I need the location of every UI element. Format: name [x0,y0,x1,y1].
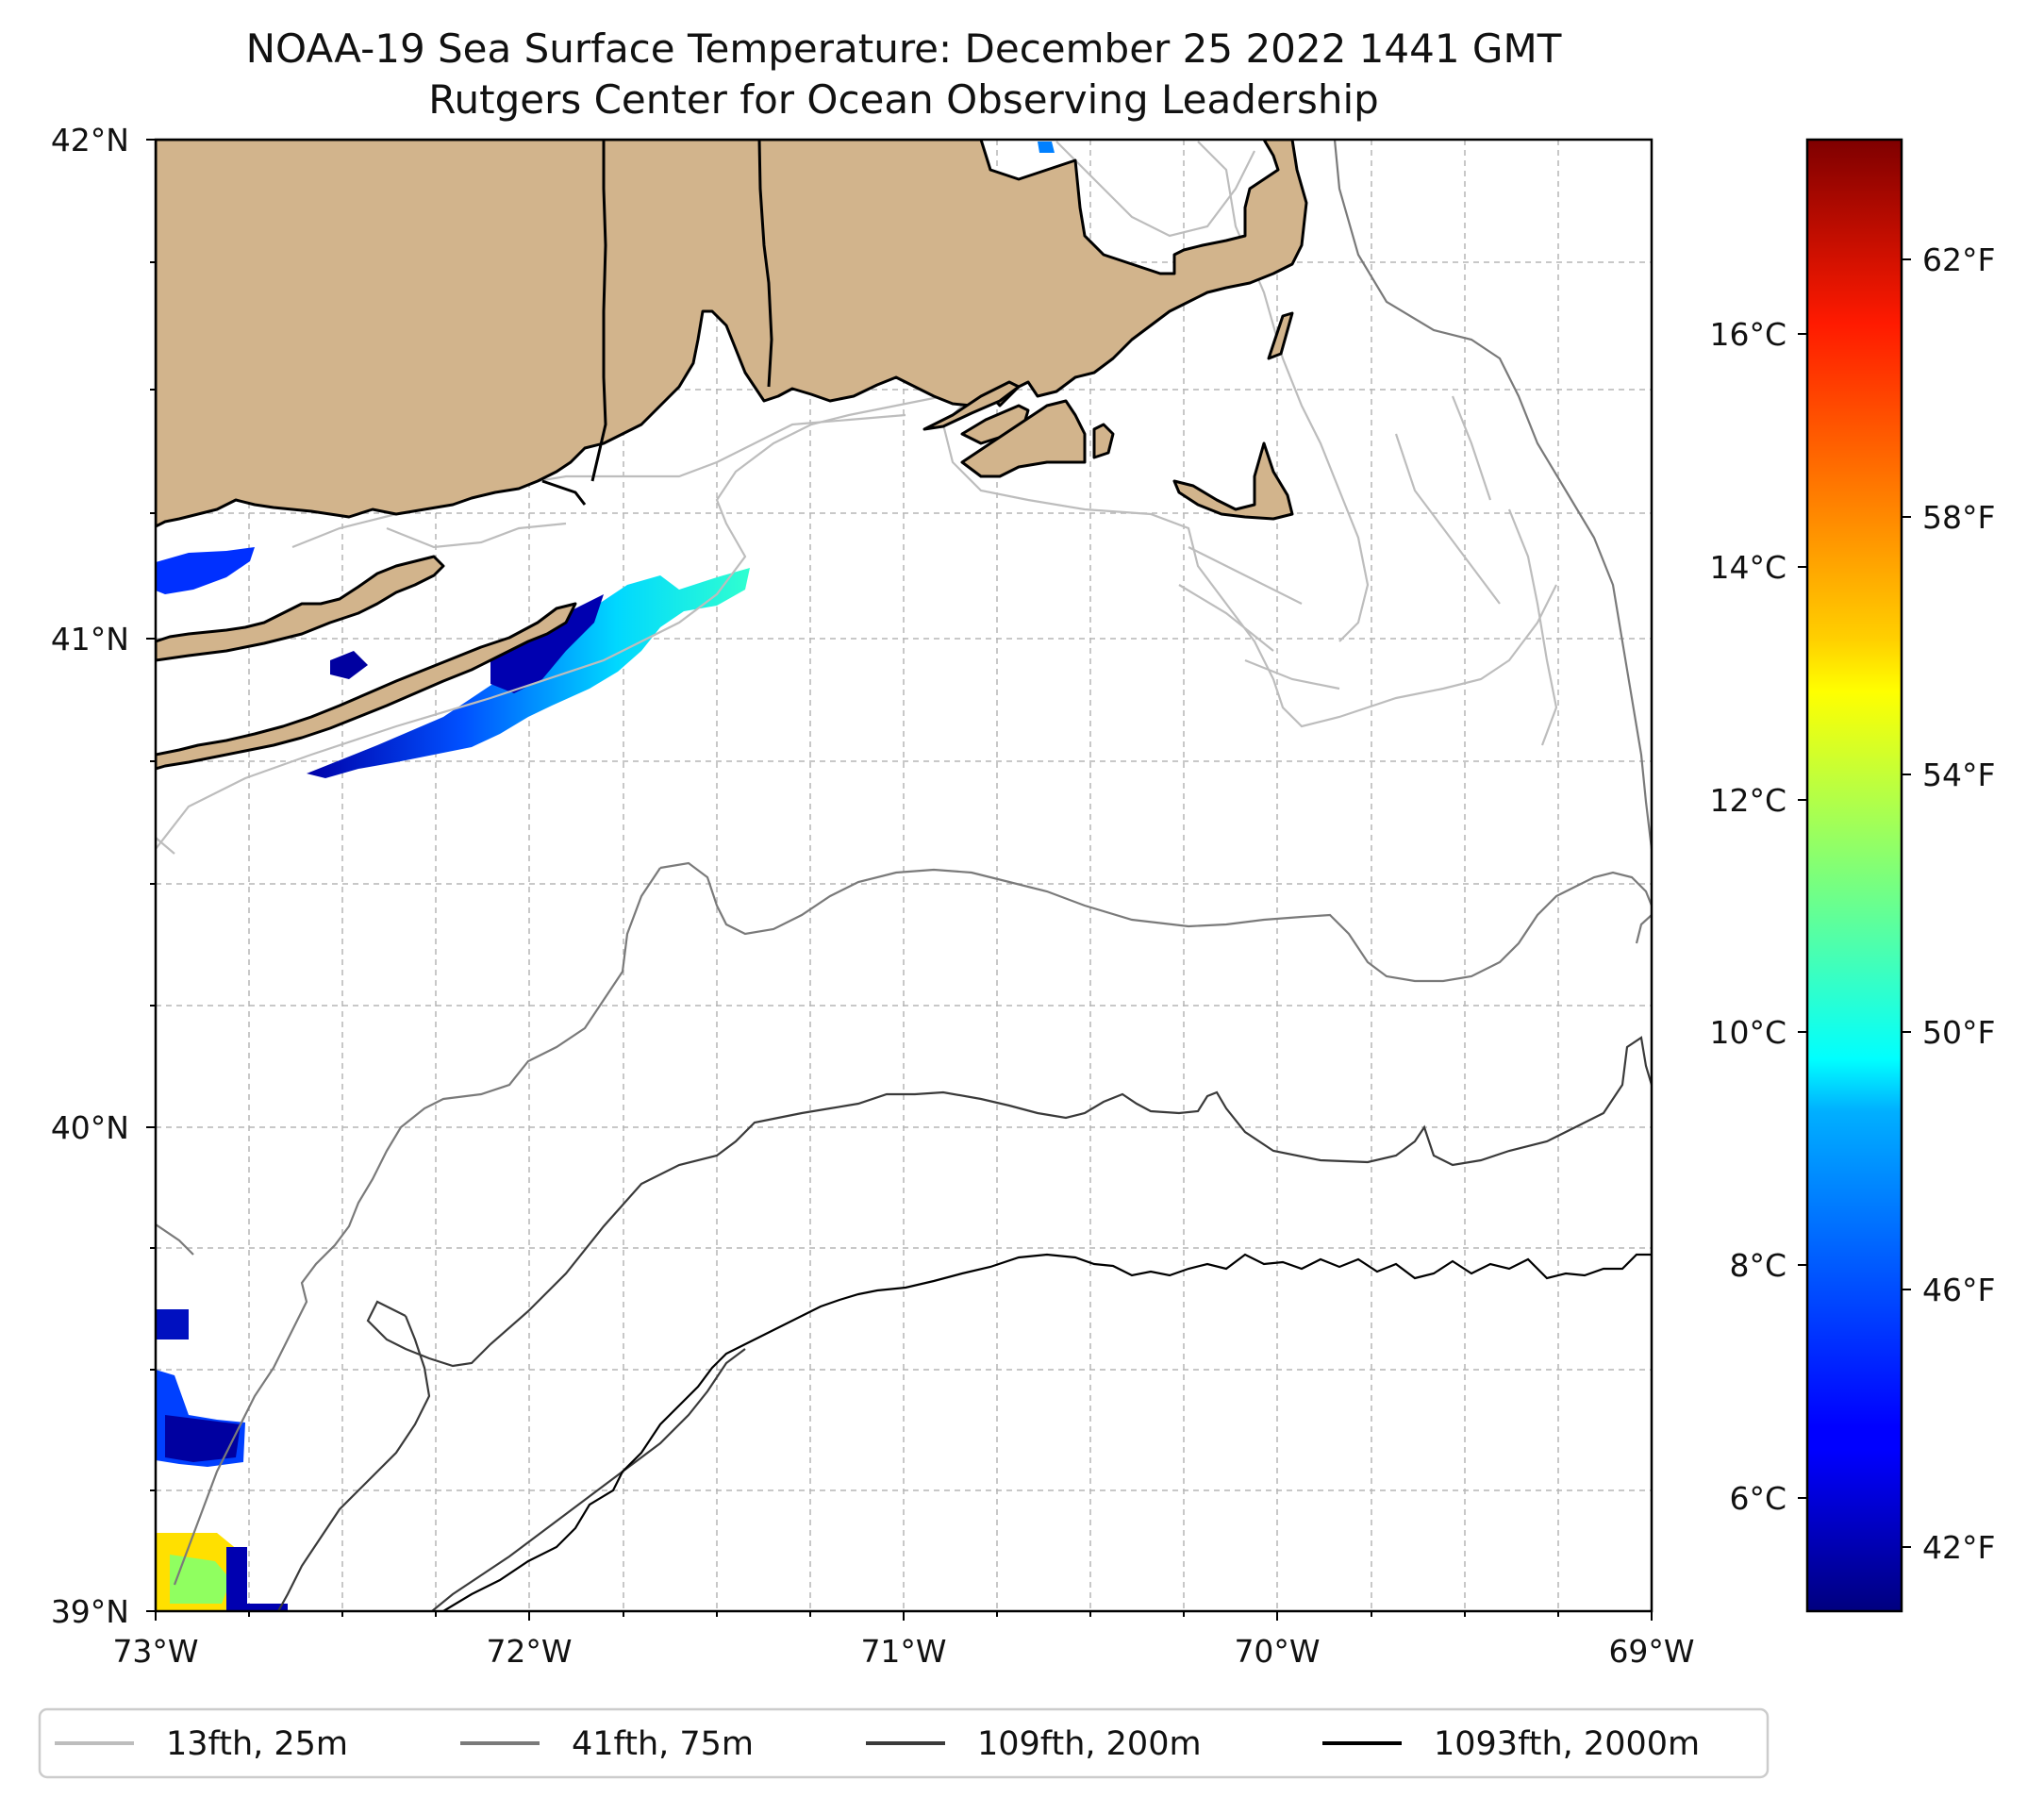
title-line-1: NOAA-19 Sea Surface Temperature: Decembe… [246,25,1562,72]
lat-label-40: 40°N [51,1109,129,1146]
axis-ticks [146,139,1653,1621]
lat-label-41: 41°N [51,621,129,657]
colorbar-c-14: 14°C [1709,549,1786,586]
colorbar-f-42: 42°F [1922,1529,1995,1566]
colorbar-c-12: 12°C [1709,782,1786,819]
title-line-2: Rutgers Center for Ocean Observing Leade… [428,76,1379,123]
legend-label-2000m: 1093fth, 2000m [1434,1725,1700,1763]
map-panel: 42°N 41°N 40°N 39°N 73°W 72°W 71°W 70°W … [51,122,1695,1670]
colorbar-f-50: 50°F [1922,1014,1995,1051]
colorbar-c-10: 10°C [1709,1014,1786,1051]
colorbar-c-16: 16°C [1709,316,1786,353]
lon-label-70: 70°W [1234,1633,1320,1670]
colorbar-f-62: 62°F [1922,241,1995,278]
legend-label-200m: 109fth, 200m [977,1725,1202,1763]
lon-label-71: 71°W [860,1633,946,1670]
lat-label-42: 42°N [51,122,129,158]
land [156,140,1308,771]
legend: 13fth, 25m 41fth, 75m 109fth, 200m 1093f… [38,1707,1770,1779]
colorbar-f-46: 46°F [1922,1272,1995,1308]
lon-label-73: 73°W [112,1633,198,1670]
elizabeth-islands [922,380,1021,431]
mainland-coast [156,140,1308,528]
state-borders [541,140,773,506]
colorbar-f-58: 58°F [1922,499,1995,536]
colorbar: 16°C 14°C 12°C 10°C 8°C 6°C 62°F 58°F 54… [1709,138,1995,1613]
nantucket [1172,441,1294,521]
lon-label-69: 69°W [1608,1633,1694,1670]
lat-label-39: 39°N [51,1593,129,1630]
isobath-2000m [442,1253,1652,1611]
long-island-south-shore [156,602,577,771]
colorbar-f-54: 54°F [1922,757,1995,793]
narrow-shoal [1267,311,1294,360]
colorbar-c-6: 6°C [1729,1480,1786,1517]
long-island [156,555,445,662]
marthas-vineyard [960,399,1087,478]
sst-data [156,141,1055,1611]
colorbar-c-8: 8°C [1729,1247,1786,1284]
legend-label-75m: 41fth, 75m [572,1725,754,1763]
isobath-75m [156,140,1652,1586]
legend-label-25m: 13fth, 25m [166,1725,348,1763]
small-island [1092,423,1115,459]
lon-label-72: 72°W [486,1633,572,1670]
